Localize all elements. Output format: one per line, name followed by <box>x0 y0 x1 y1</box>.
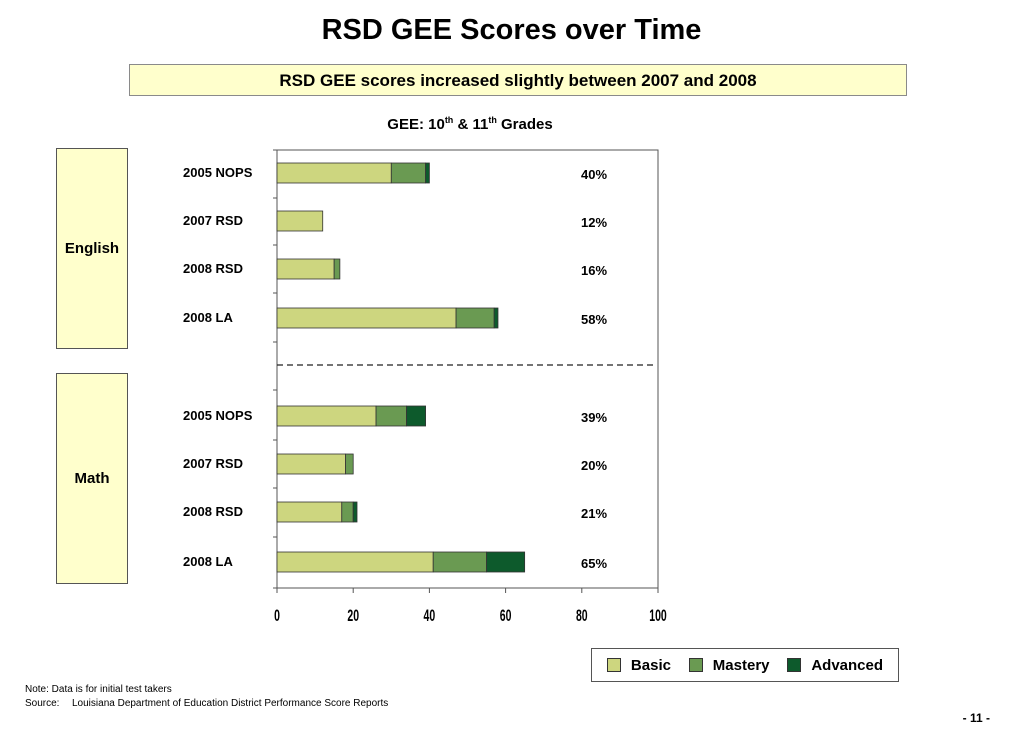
bar-segment-mastery <box>455 307 495 329</box>
legend-label-advanced: Advanced <box>811 656 884 674</box>
chart-title-sup-2: th <box>488 115 497 125</box>
bar-segment-advanced <box>493 307 499 329</box>
page-number: - 11 - <box>962 711 990 725</box>
note-text: Note: Data is for initial test takers <box>25 684 172 695</box>
x-tick-label: 100 <box>649 605 667 624</box>
total-percent-label: 65% <box>581 556 607 571</box>
chart-title: GEE: 10th & 11th Grades <box>320 115 620 133</box>
legend-item-basic: Basic <box>606 656 671 674</box>
bar-segment-mastery <box>432 551 487 573</box>
footnotes: Note: Data is for initial test takers So… <box>25 683 388 711</box>
category-label: 2008 RSD <box>183 261 243 276</box>
chart-legend: Basic Mastery Advanced <box>591 648 899 682</box>
source-text: Louisiana Department of Education Distri… <box>72 698 389 709</box>
category-label: 2008 LA <box>183 554 233 569</box>
legend-swatch-mastery <box>688 658 703 672</box>
x-tick-label: 60 <box>500 605 512 624</box>
category-label: 2005 NOPS <box>183 165 253 180</box>
group-label-math: Math <box>56 373 128 584</box>
total-percent-label: 39% <box>581 410 607 425</box>
total-percent-label: 58% <box>581 312 607 327</box>
category-label: 2008 LA <box>183 310 233 325</box>
bar-segment-mastery <box>341 501 354 523</box>
category-label: 2007 RSD <box>183 456 243 471</box>
bar-segment-basic <box>276 501 343 523</box>
bar-segment-advanced <box>406 405 426 427</box>
chart-title-sup-1: th <box>444 115 454 125</box>
headline-banner: RSD GEE scores increased slightly betwee… <box>129 64 907 96</box>
bar-segment-basic <box>276 162 392 184</box>
category-label: 2008 RSD <box>183 504 243 519</box>
legend-label-basic: Basic <box>630 656 671 674</box>
bar-segment-basic <box>276 210 324 232</box>
source-label: Source: <box>25 698 60 709</box>
chart-title-prefix: GEE: 10 <box>387 116 445 133</box>
page-title: RSD GEE Scores over Time <box>321 14 702 46</box>
legend-label-mastery: Mastery <box>712 656 770 674</box>
total-percent-label: 12% <box>581 215 607 230</box>
total-percent-label: 40% <box>581 167 607 182</box>
total-percent-label: 16% <box>581 263 607 278</box>
bar-segment-advanced <box>425 162 430 184</box>
chart-title-suffix: Grades <box>496 116 553 133</box>
category-label: 2007 RSD <box>183 213 243 228</box>
legend-item-advanced: Advanced <box>787 657 883 674</box>
bar-segment-advanced <box>352 501 358 523</box>
bar-segment-advanced <box>486 551 526 573</box>
x-tick-label: 80 <box>576 605 588 624</box>
x-tick-label: 40 <box>424 605 436 624</box>
bar-segment-basic <box>276 258 335 280</box>
legend-swatch-advanced <box>787 658 802 672</box>
source-line: Source: Louisiana Department of Education… <box>25 697 388 711</box>
bar-segment-basic <box>276 307 457 329</box>
category-label: 2005 NOPS <box>183 408 253 423</box>
bar-segment-mastery <box>375 405 407 427</box>
bar-segment-basic <box>276 405 377 427</box>
bar-segment-basic <box>276 551 434 573</box>
total-percent-label: 20% <box>581 458 607 473</box>
bar-segment-mastery <box>345 453 354 475</box>
legend-item-mastery: Mastery <box>688 656 770 674</box>
bar-segment-mastery <box>390 162 426 184</box>
legend-swatch-basic <box>606 658 621 672</box>
bar-segment-basic <box>276 453 346 475</box>
group-label-english: English <box>56 148 128 349</box>
total-percent-label: 21% <box>581 506 607 521</box>
chart-title-mid: & 11 <box>453 116 489 133</box>
x-tick-label: 0 <box>274 605 280 624</box>
bar-segment-mastery <box>333 258 341 280</box>
x-tick-label: 20 <box>347 605 359 624</box>
